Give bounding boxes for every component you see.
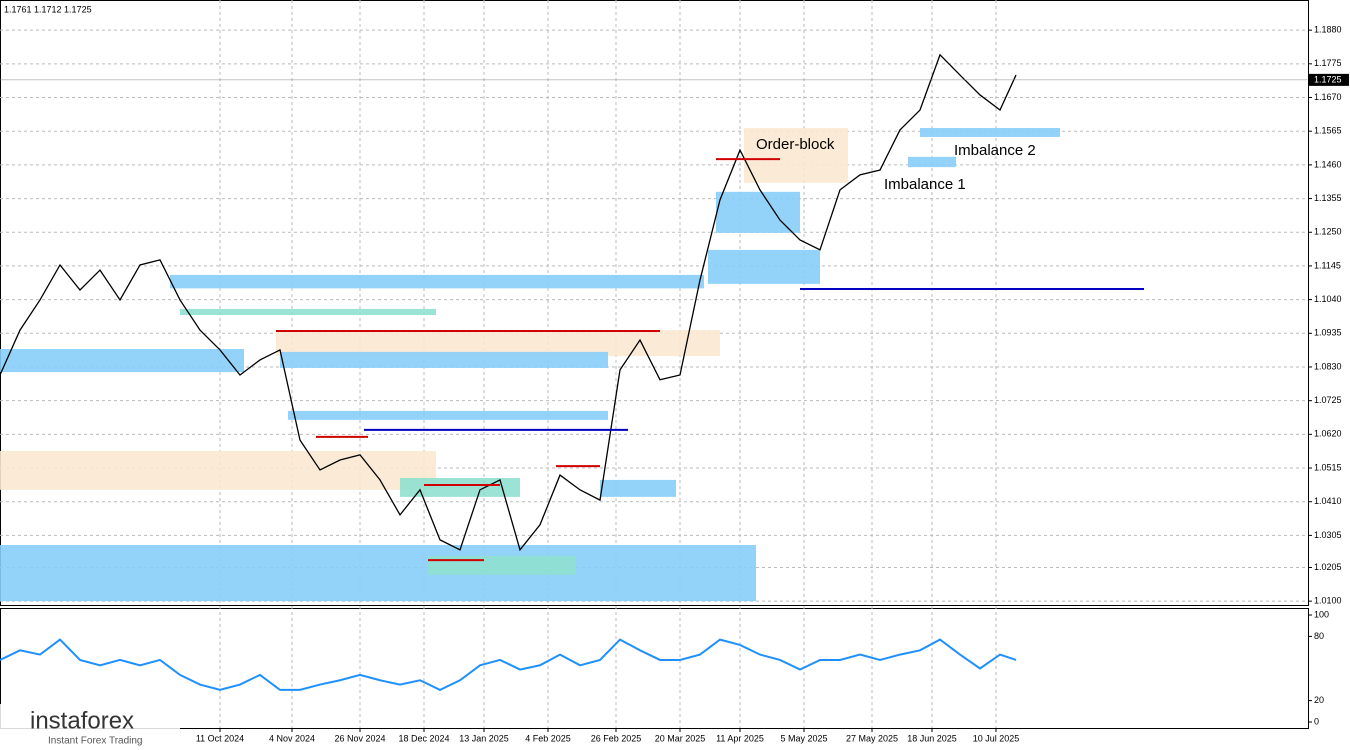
y-tick-label: 100 bbox=[1314, 609, 1329, 619]
y-tick-label: 1.0100 bbox=[1314, 596, 1342, 606]
y-tick-label: 1.0205 bbox=[1314, 562, 1342, 572]
x-tick-label: 13 Jan 2025 bbox=[459, 733, 509, 743]
rsi-panel bbox=[0, 608, 1309, 729]
y-tick-label: 1.1355 bbox=[1314, 193, 1342, 203]
x-tick-label: 26 Nov 2024 bbox=[334, 733, 385, 743]
annotation: Imbalance 1 bbox=[884, 176, 966, 193]
y-tick-label: 1.1775 bbox=[1314, 58, 1342, 68]
y-tick-label: 1.0515 bbox=[1314, 462, 1342, 472]
y-tick-label: 1.0410 bbox=[1314, 496, 1342, 506]
logo: instaforex bbox=[30, 707, 134, 734]
y-tick-label: 1.1565 bbox=[1314, 126, 1342, 136]
zone bbox=[428, 555, 576, 575]
y-tick-label: 20 bbox=[1314, 695, 1324, 705]
zone bbox=[400, 477, 520, 497]
y-tick-label: 1.0620 bbox=[1314, 429, 1342, 439]
x-tick-label: 18 Dec 2024 bbox=[398, 733, 449, 743]
series-line bbox=[0, 53, 1017, 552]
y-tick-label: 1.0830 bbox=[1314, 361, 1342, 371]
current-price-tag bbox=[1309, 73, 1349, 86]
x-tick-label: 4 Feb 2025 bbox=[525, 733, 571, 743]
header: 1.1761 1.1712 1.1725 bbox=[4, 4, 92, 14]
x-tick-label: 4 Nov 2024 bbox=[269, 733, 315, 743]
zone bbox=[170, 274, 704, 289]
zone bbox=[708, 249, 820, 284]
zone bbox=[920, 127, 1060, 137]
current-price-label: 1.1725 bbox=[1314, 74, 1342, 84]
y-tick-label: 1.1460 bbox=[1314, 159, 1342, 169]
zone bbox=[288, 410, 608, 420]
price-panel bbox=[0, 0, 1309, 606]
y-tick-label: 1.0305 bbox=[1314, 530, 1342, 540]
x-tick-label: 5 May 2025 bbox=[780, 733, 827, 743]
zone bbox=[600, 479, 676, 497]
zone bbox=[180, 308, 436, 316]
x-tick-label: 11 Apr 2025 bbox=[716, 733, 764, 743]
y-tick-label: 1.0935 bbox=[1314, 328, 1342, 338]
x-tick-label: 26 Feb 2025 bbox=[591, 733, 642, 743]
y-tick-label: 1.1670 bbox=[1314, 92, 1342, 102]
annotation: Imbalance 2 bbox=[954, 142, 1036, 159]
x-tick-label: 20 Mar 2025 bbox=[655, 733, 706, 743]
logo-tagline: Instant Forex Trading bbox=[48, 736, 143, 747]
y-tick-label: 1.0725 bbox=[1314, 395, 1342, 405]
y-tick-label: 80 bbox=[1314, 631, 1324, 641]
y-tick-label: 1.1250 bbox=[1314, 227, 1342, 237]
zone bbox=[0, 349, 244, 373]
zone bbox=[0, 451, 436, 490]
logo-box bbox=[0, 704, 180, 750]
y-tick-label: 1.1040 bbox=[1314, 294, 1342, 304]
series-line bbox=[0, 638, 1017, 692]
zone bbox=[0, 545, 756, 602]
annotation: Order-block bbox=[756, 136, 835, 153]
y-tick-label: 1.1145 bbox=[1314, 260, 1341, 270]
zone bbox=[280, 351, 608, 368]
y-tick-label: 0 bbox=[1314, 716, 1319, 726]
zone bbox=[744, 127, 848, 183]
x-tick-label: 18 Jun 2025 bbox=[907, 733, 957, 743]
x-tick-label: 10 Jul 2025 bbox=[973, 733, 1020, 743]
x-tick-label: 11 Oct 2024 bbox=[196, 733, 244, 743]
zone bbox=[908, 156, 956, 168]
y-tick-label: 1.1880 bbox=[1314, 25, 1342, 35]
x-tick-label: 27 May 2025 bbox=[846, 733, 898, 743]
